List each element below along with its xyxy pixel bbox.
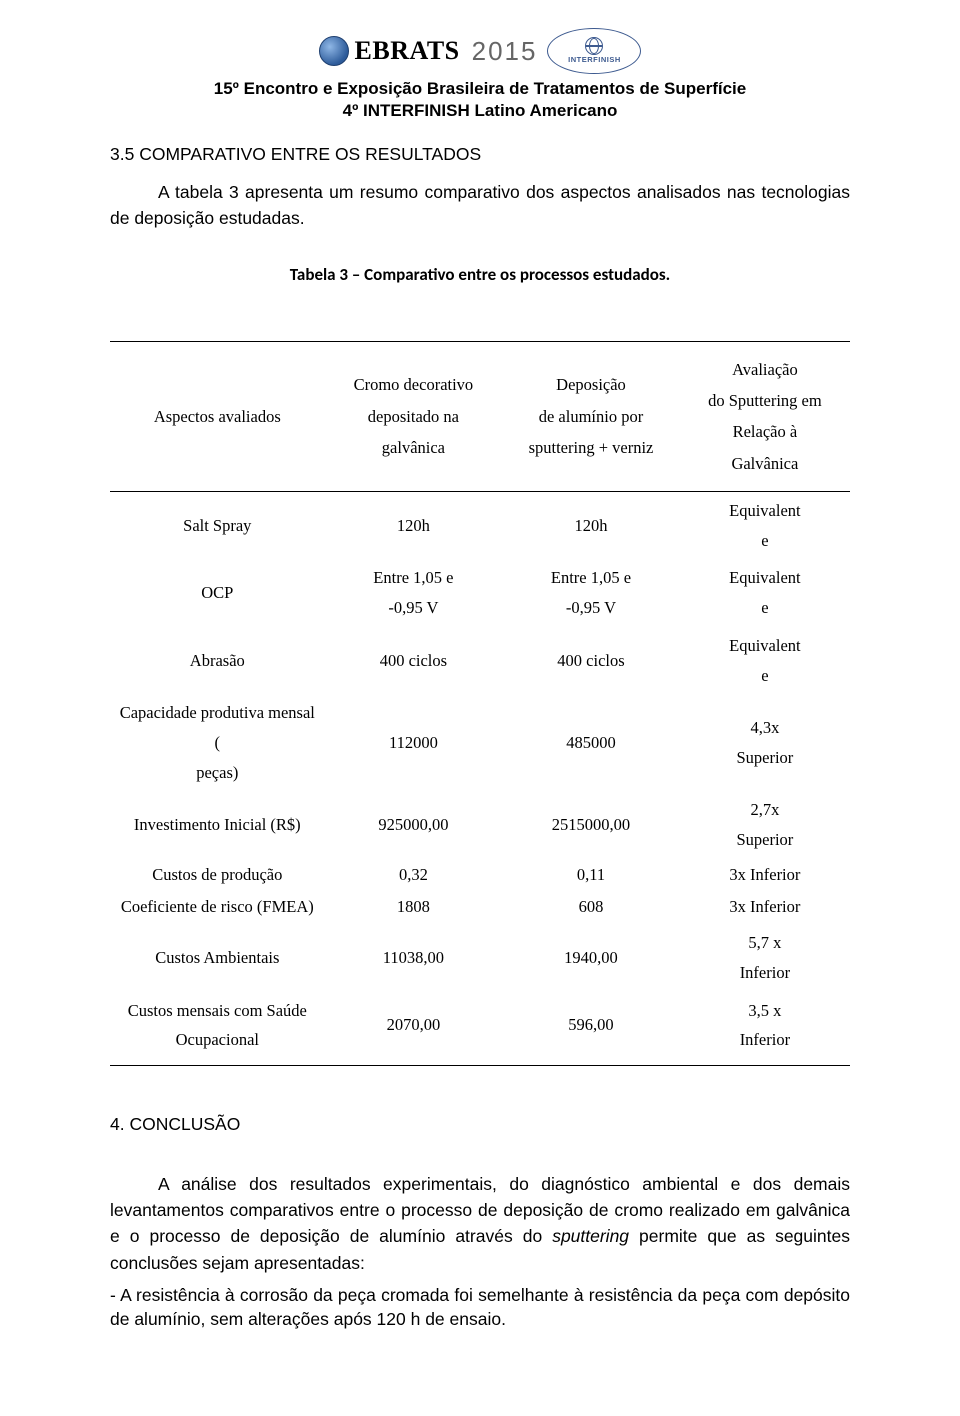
cell: 120h — [325, 492, 503, 560]
cell: Entre 1,05 e-0,95 V — [325, 559, 503, 626]
conclusion-title: 4. CONCLUSÃO — [110, 1114, 850, 1135]
conclusion-bullet: - A resistência à corrosão da peça croma… — [110, 1284, 850, 1331]
ebrats-logo: EBRATS 2015 — [319, 36, 538, 67]
cell: 11038,00 — [325, 924, 503, 991]
cell: Custos mensais com SaúdeOcupacional — [110, 992, 325, 1066]
cell: Entre 1,05 e-0,95 V — [502, 559, 680, 626]
table-row: Capacidade produtiva mensal (peças)11200… — [110, 694, 850, 791]
ebrats-year: 2015 — [472, 36, 538, 67]
cell: 3x Inferior — [680, 859, 850, 892]
col-header-1: Cromo decorativodepositado nagalvânica — [325, 341, 503, 491]
cell: Equivalente — [680, 492, 850, 560]
cell: 0,32 — [325, 859, 503, 892]
ebrats-text: EBRATS — [355, 36, 460, 66]
col-header-0: Aspectos avaliados — [110, 341, 325, 491]
cell: OCP — [110, 559, 325, 626]
cell: Investimento Inicial (R$) — [110, 791, 325, 858]
cell: 112000 — [325, 694, 503, 791]
cell: 485000 — [502, 694, 680, 791]
cell: Equivalente — [680, 559, 850, 626]
cell: 400 ciclos — [325, 627, 503, 694]
cell: Custos Ambientais — [110, 924, 325, 991]
cell: 1808 — [325, 891, 503, 924]
interfinish-label: INTERFINISH — [568, 56, 621, 64]
table-caption: Tabela 3 – Comparativo entre os processo… — [110, 264, 850, 285]
intro-paragraph: A tabela 3 apresenta um resumo comparati… — [110, 179, 850, 232]
table-row: Custos de produção0,320,113x Inferior — [110, 859, 850, 892]
cell: 3x Inferior — [680, 891, 850, 924]
cell: Capacidade produtiva mensal (peças) — [110, 694, 325, 791]
table-row: Abrasão400 ciclos400 ciclosEquivalente — [110, 627, 850, 694]
cell: 3,5 xInferior — [680, 992, 850, 1066]
table-row: Custos Ambientais11038,001940,005,7 xInf… — [110, 924, 850, 991]
cell: 120h — [502, 492, 680, 560]
header-line2: 4º INTERFINISH Latino Americano — [110, 100, 850, 122]
table-row: Investimento Inicial (R$)925000,00251500… — [110, 791, 850, 858]
cell: 2070,00 — [325, 992, 503, 1066]
globe-icon — [585, 37, 603, 55]
comparison-table: Aspectos avaliadosCromo decorativodeposi… — [110, 341, 850, 1066]
cell: Abrasão — [110, 627, 325, 694]
interfinish-logo: INTERFINISH — [547, 28, 641, 74]
cell: 608 — [502, 891, 680, 924]
table-row: Salt Spray120h120hEquivalente — [110, 492, 850, 560]
cell: Custos de produção — [110, 859, 325, 892]
cell: Coeficiente de risco (FMEA) — [110, 891, 325, 924]
col-header-3: Avaliaçãodo Sputtering emRelação àGalvân… — [680, 341, 850, 491]
cell: 596,00 — [502, 992, 680, 1066]
cell: 4,3xSuperior — [680, 694, 850, 791]
cell: 2,7xSuperior — [680, 791, 850, 858]
conclusion-body: A análise dos resultados experimentais, … — [110, 1171, 850, 1276]
cell: Equivalente — [680, 627, 850, 694]
cell: 1940,00 — [502, 924, 680, 991]
section-title: 3.5 COMPARATIVO ENTRE OS RESULTADOS — [110, 144, 850, 165]
cell: Salt Spray — [110, 492, 325, 560]
cell: 5,7 xInferior — [680, 924, 850, 991]
col-header-2: Deposiçãode alumínio porsputtering + ver… — [502, 341, 680, 491]
table-row: OCPEntre 1,05 e-0,95 VEntre 1,05 e-0,95 … — [110, 559, 850, 626]
table-row: Custos mensais com SaúdeOcupacional2070,… — [110, 992, 850, 1066]
cell: 2515000,00 — [502, 791, 680, 858]
header-line1: 15º Encontro e Exposição Brasileira de T… — [110, 78, 850, 100]
table-row: Coeficiente de risco (FMEA)18086083x Inf… — [110, 891, 850, 924]
logo-row: EBRATS 2015 INTERFINISH — [110, 28, 850, 74]
cell: 0,11 — [502, 859, 680, 892]
cell: 925000,00 — [325, 791, 503, 858]
cell: 400 ciclos — [502, 627, 680, 694]
ebrats-mark-icon — [319, 36, 349, 66]
page-header: 15º Encontro e Exposição Brasileira de T… — [110, 78, 850, 122]
